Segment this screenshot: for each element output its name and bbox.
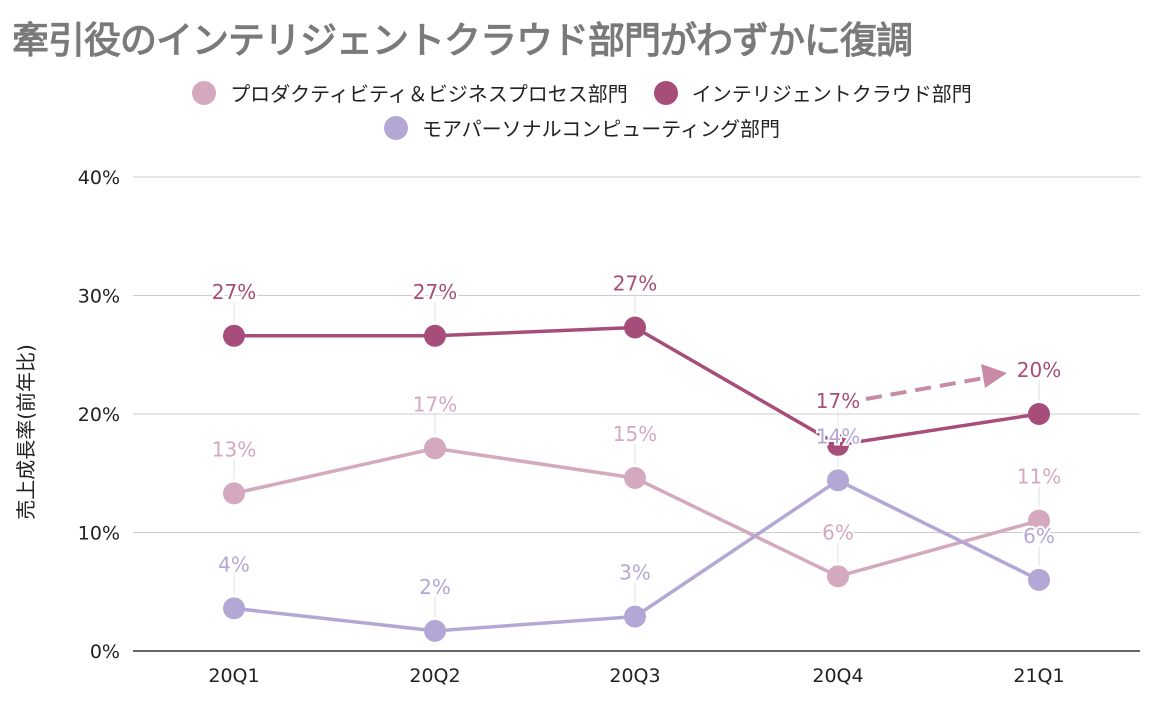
- legend: プロダクティビティ＆ビジネスプロセス部門 インテリジェントクラウド部門: [0, 78, 1164, 107]
- data-label: 6%: [1023, 524, 1055, 548]
- legend-swatch: [653, 80, 678, 105]
- chart-title: 牽引役のインテリジェントクラウド部門がわずかに復調: [12, 19, 913, 62]
- data-point: [424, 324, 446, 347]
- data-label: 27%: [413, 280, 457, 304]
- legend-swatch: [384, 115, 408, 140]
- data-point: [827, 565, 849, 588]
- data-label: 27%: [613, 271, 657, 295]
- data-point: [624, 466, 646, 489]
- x-tick-label: 20Q4: [812, 665, 863, 687]
- data-point: [424, 437, 446, 460]
- data-label: 11%: [1017, 465, 1061, 489]
- data-label: 17%: [816, 389, 860, 413]
- y-tick-label: 40%: [78, 167, 120, 189]
- data-point: [624, 316, 646, 339]
- legend-row-2: モアパーソナルコンピューティング部門: [0, 113, 1164, 142]
- legend-label: モアパーソナルコンピューティング部門: [422, 117, 780, 141]
- data-point: [223, 482, 245, 505]
- legend-item-intelligent-cloud[interactable]: インテリジェントクラウド部門: [653, 78, 972, 107]
- data-label: 27%: [212, 280, 256, 304]
- data-point: [624, 605, 646, 628]
- y-tick-label: 0%: [90, 641, 120, 663]
- data-point: [1028, 403, 1050, 425]
- legend-item-personal-computing[interactable]: モアパーソナルコンピューティング部門: [384, 113, 780, 142]
- y-axis-title: 売上成長率(前年比): [14, 344, 38, 520]
- y-tick-label: 10%: [78, 523, 120, 545]
- data-label: 14%: [816, 424, 860, 448]
- data-label: 6%: [822, 520, 854, 544]
- x-tick-label: 20Q3: [609, 665, 660, 687]
- x-tick-label: 21Q1: [1013, 665, 1064, 687]
- data-point: [424, 619, 446, 642]
- data-point: [223, 597, 245, 620]
- legend-label: インテリジェントクラウド部門: [691, 82, 972, 106]
- x-tick-label: 20Q2: [409, 665, 460, 687]
- data-label: 3%: [619, 561, 651, 585]
- trend-arrow-line: [865, 376, 985, 401]
- data-point: [1028, 509, 1050, 532]
- data-label: 4%: [218, 552, 250, 576]
- data-point: [1028, 568, 1050, 591]
- data-label: 15%: [613, 422, 657, 446]
- data-label: 2%: [419, 575, 451, 599]
- legend-item-productivity[interactable]: プロダクティビティ＆ビジネスプロセス部門: [192, 78, 628, 107]
- data-label: 13%: [212, 437, 256, 461]
- legend-swatch: [192, 80, 217, 105]
- legend-label: プロダクティビティ＆ビジネスプロセス部門: [230, 82, 628, 106]
- x-tick-label: 20Q1: [208, 665, 259, 687]
- y-tick-label: 20%: [78, 404, 120, 426]
- data-label: 17%: [413, 392, 457, 416]
- data-point: [827, 433, 849, 456]
- data-point: [827, 469, 849, 492]
- data-label: 20%: [1017, 358, 1061, 382]
- trend-arrow-head: [981, 364, 1007, 388]
- data-point: [223, 324, 245, 347]
- y-tick-label: 30%: [78, 286, 120, 308]
